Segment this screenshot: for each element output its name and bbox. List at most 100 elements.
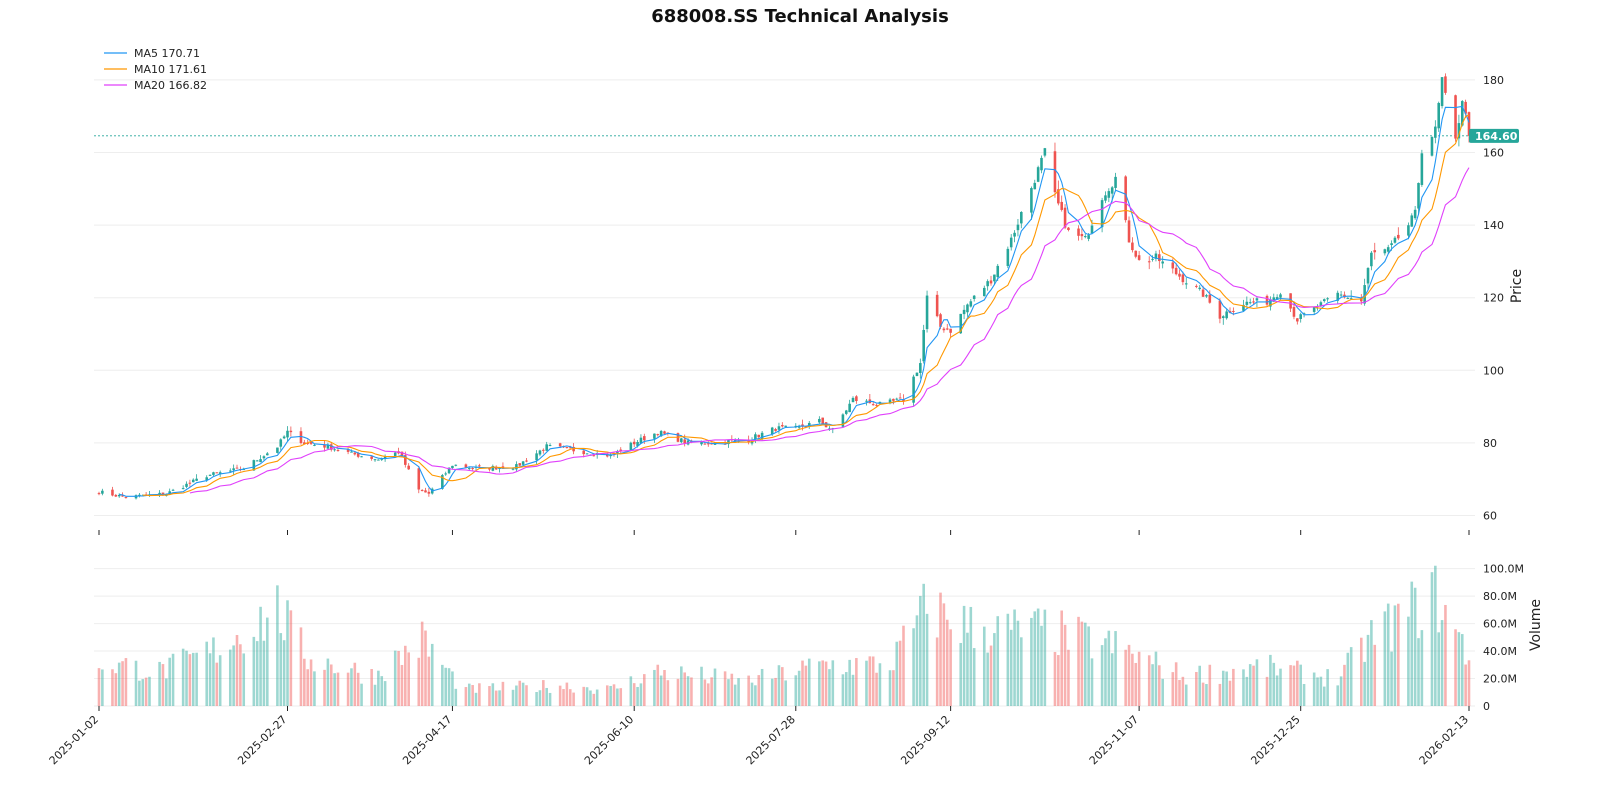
volume-bar [1006, 613, 1010, 706]
volume-bar [525, 685, 528, 706]
candle-body [848, 403, 851, 413]
volume-bar [1181, 676, 1185, 706]
volume-bar [784, 680, 787, 706]
candle [1336, 290, 1340, 304]
volume-bar [686, 676, 690, 706]
candle-body [1040, 157, 1043, 171]
candle [1221, 315, 1225, 325]
volume-tick-label: 20.0M [1483, 673, 1517, 686]
candle [972, 294, 976, 302]
volume-bar [279, 633, 283, 706]
candle-body [181, 488, 185, 490]
volume-bar [380, 676, 384, 706]
candle-body [548, 444, 552, 446]
candle-body [407, 465, 410, 470]
candle-body [706, 443, 710, 445]
volume-bar [289, 610, 293, 706]
volume-bar [1016, 620, 1020, 706]
volume-bar [323, 669, 326, 706]
candle-body [212, 472, 215, 475]
candle-body [989, 280, 993, 284]
candle [1413, 206, 1417, 220]
candle-body [1269, 299, 1272, 307]
candle [1434, 120, 1437, 144]
volume-bar [370, 669, 373, 706]
candle [1265, 294, 1269, 307]
volume-bar [1090, 658, 1094, 706]
candle-body [656, 434, 660, 436]
candle-body [1434, 126, 1437, 138]
candle [942, 327, 946, 333]
candle-body [639, 437, 643, 444]
volume-bar [1080, 621, 1084, 706]
candle-body [262, 456, 266, 459]
volume-bar [871, 656, 875, 706]
candle-body [1077, 228, 1080, 236]
volume-bar [165, 678, 168, 706]
volume-bar [1107, 630, 1111, 706]
volume-bar [383, 681, 387, 706]
candle [521, 460, 525, 466]
candle-body [1437, 102, 1440, 129]
volume-bar [757, 675, 761, 706]
candle [1437, 101, 1440, 132]
candle-body [818, 418, 821, 423]
candle [545, 441, 548, 452]
candle-body [754, 434, 757, 440]
chart-title: 688008.SS Technical Analysis [651, 6, 949, 27]
candle [542, 448, 545, 454]
candle-body [774, 429, 777, 431]
volume-bar [777, 665, 781, 706]
x-tick-label: 2025-07-28 [743, 713, 797, 767]
volume-bar [828, 669, 831, 706]
volume-bar [441, 664, 444, 706]
candle-body [353, 452, 357, 455]
volume-bar [629, 676, 633, 706]
candle [1417, 182, 1420, 216]
candle-body [962, 309, 966, 315]
candle [353, 452, 357, 456]
volume-bar [1444, 604, 1447, 706]
ma20-line [189, 167, 1470, 494]
candle [1339, 291, 1343, 298]
volume-bar [1063, 624, 1067, 706]
candle [336, 448, 340, 452]
candle-body [266, 453, 269, 456]
x-tick-label: 2025-11-07 [1087, 713, 1141, 767]
candle-body [282, 436, 286, 439]
candle [1457, 114, 1461, 147]
candle-body [336, 449, 340, 451]
volume-bar [1205, 684, 1208, 706]
volume-bar [1060, 610, 1063, 706]
volume-bar [962, 605, 966, 706]
candle [919, 358, 922, 379]
volume-bar [939, 592, 942, 706]
candle-body [471, 468, 474, 470]
candle-body [306, 442, 309, 444]
candle-body [619, 449, 623, 452]
volume-bar [1131, 653, 1134, 706]
candle-body [939, 314, 942, 327]
candle [1346, 297, 1350, 300]
candle-body [97, 493, 101, 495]
candle [1460, 100, 1464, 127]
volume-bar [255, 641, 259, 706]
candle [1147, 256, 1151, 270]
candle-body [451, 465, 454, 468]
volume-bar [235, 635, 239, 706]
candle [1430, 136, 1434, 157]
volume-bar [865, 660, 868, 706]
candle-body [1067, 227, 1070, 231]
volume-bar [821, 660, 825, 706]
candle-body [653, 433, 656, 439]
candle [989, 275, 993, 286]
candle-body [565, 447, 569, 449]
x-tick-label: 2025-06-10 [582, 713, 636, 767]
volume-bar [643, 674, 646, 706]
candle-body [1114, 176, 1117, 188]
candle [969, 299, 973, 308]
volume-bar [1158, 665, 1161, 706]
candle-body [195, 478, 198, 481]
candle-body [1386, 247, 1390, 252]
candle-body [925, 295, 929, 330]
